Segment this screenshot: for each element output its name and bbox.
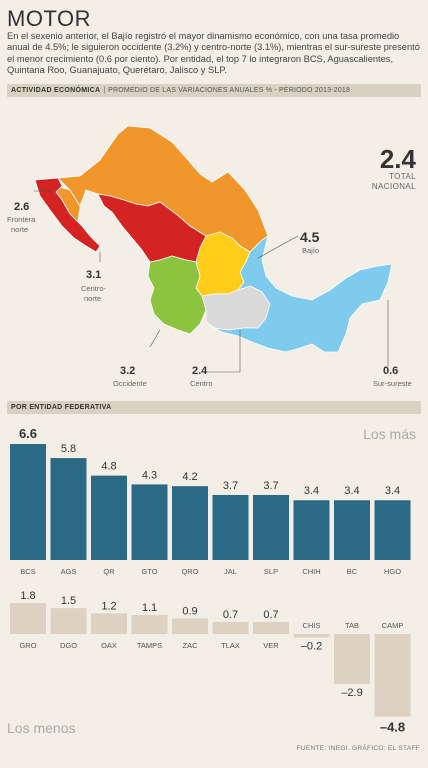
total-nacional-label-line2: NACIONAL — [371, 182, 416, 191]
map-region-occidente — [147, 255, 207, 335]
top-category-label: JAL — [224, 567, 237, 576]
bottom-bar-value-label: 1.2 — [101, 600, 116, 612]
bottom-bar-tab — [334, 634, 370, 684]
top-bar-value-label: 3.4 — [304, 485, 319, 497]
top-bar-slp — [253, 494, 289, 560]
top-bar-qr — [91, 475, 127, 560]
top-bar-value-label: 3.4 — [344, 485, 359, 497]
bottom-category-label: ZAC — [183, 641, 199, 650]
bottom-category-label: TAB — [345, 621, 359, 630]
top-bar-chih — [293, 500, 330, 560]
map-section-subtitle: PROMEDIO DE LAS VARIACIONES ANUALES % - … — [108, 87, 351, 94]
top-category-label: QRO — [181, 567, 198, 576]
top-bar-jal — [212, 494, 249, 560]
region-value-frontera-norte: 2.6 — [14, 201, 29, 213]
leader-occidente — [149, 329, 161, 348]
region-name-occidente: Occidente — [113, 379, 147, 388]
bottom-category-label: TLAX — [221, 641, 240, 650]
total-nacional-label: TOTAL NACIONAL — [336, 172, 416, 192]
total-nacional-label-line1: TOTAL — [388, 172, 416, 181]
chart-section-header: POR ENTIDAD FEDERATIVA — [7, 401, 421, 414]
bottom-category-label: VER — [263, 641, 279, 650]
bottom-bar-value-label: 1.5 — [61, 595, 76, 607]
total-nacional-value: 2.4 — [379, 144, 416, 174]
region-name-centro: Centro — [190, 379, 213, 388]
region-name-frontera-norte-2: norte — [11, 225, 28, 234]
region-value-occidente: 3.2 — [120, 365, 135, 377]
bottom-bar-zac — [172, 618, 208, 634]
top-chart-title: Los más — [363, 426, 416, 442]
top-bar-bcs — [10, 444, 46, 560]
bottom-bar-chis — [293, 634, 330, 638]
region-name-frontera-norte-1: Frontera — [7, 215, 36, 224]
bottom-category-label: GRO — [19, 641, 36, 650]
top-bar-value-label: 4.2 — [182, 471, 197, 483]
top-bar-gto — [131, 484, 168, 560]
bottom-bar-oax — [91, 613, 127, 634]
region-value-centro: 2.4 — [192, 365, 208, 377]
bottom-bar-value-label: 0.7 — [263, 609, 278, 621]
bottom-category-label: CHIS — [303, 621, 321, 630]
top-bar-hgo — [374, 500, 411, 560]
top-bar-value-label: 4.8 — [101, 461, 116, 473]
bottom-bar-value-label: –0.2 — [301, 640, 322, 652]
page-title: MOTOR — [7, 6, 91, 31]
bottom-bar-value-label: –4.8 — [380, 720, 405, 735]
top-category-label: CHIH — [302, 567, 320, 576]
region-name-centro-norte-2: norte — [84, 294, 101, 303]
bottom-bar-tlax — [212, 621, 249, 634]
top-category-label: BCS — [20, 567, 35, 576]
top-bar-ags — [50, 458, 87, 560]
source-credit: FUENTE: INEGI. GRÁFICO: EL STAFF — [296, 745, 420, 752]
top-bar-value-label: 3.7 — [263, 480, 278, 492]
map-section-header: ACTIVIDAD ECONÓMICA | PROMEDIO DE LAS VARI… — [7, 84, 421, 97]
bottom-bar-ver — [253, 621, 289, 634]
bottom-bar-tamps — [131, 615, 168, 634]
leader-centro — [204, 330, 241, 373]
leader-bajio — [257, 235, 299, 259]
bottom-bar-value-label: 1.1 — [142, 602, 157, 614]
map-region-sur-sureste — [213, 235, 393, 353]
bottom-bar-value-label: –2.9 — [341, 687, 362, 699]
bottom-category-label: TAMPS — [137, 641, 162, 650]
top-bar-value-label: 3.7 — [223, 480, 238, 492]
region-value-sur-sureste: 0.6 — [383, 365, 398, 377]
bottom-chart-title: Los menos — [7, 720, 76, 736]
top-category-label: BC — [347, 567, 358, 576]
map-section-title: ACTIVIDAD ECONÓMICA — [11, 87, 101, 94]
region-name-bajio: Bajío — [302, 246, 319, 255]
bottom-bar-value-label: 1.8 — [20, 590, 35, 602]
bottom-bar-dgo — [50, 608, 87, 634]
bottom-bar-gro — [10, 603, 46, 634]
top-bar-value-label: 3.4 — [385, 485, 400, 497]
bottom-category-label: DGO — [60, 641, 77, 650]
top-category-label: SLP — [264, 567, 278, 576]
bottom-bar-camp — [374, 634, 411, 717]
top-category-label: HGO — [384, 567, 401, 576]
mexico-regions-map: 2.6 Frontera norte 3.1 Centro- norte 4.5… — [7, 125, 412, 388]
region-name-centro-norte-1: Centro- — [81, 284, 107, 293]
bottom-category-label: CAMP — [382, 621, 404, 630]
top-category-label: QR — [103, 567, 115, 576]
bottom-bar-value-label: 0.9 — [182, 606, 197, 618]
bottom-bar-value-label: 0.7 — [223, 609, 238, 621]
map-section-separator: | — [103, 87, 106, 94]
bottom-category-label: OAX — [101, 641, 117, 650]
top-bar-value-label: 6.6 — [19, 426, 37, 441]
top-bar-qro — [172, 486, 208, 560]
top-category-label: GTO — [141, 567, 157, 576]
intro-paragraph: En el sexenio anterior, el Bajío registr… — [7, 31, 420, 75]
top-bar-bc — [334, 500, 370, 560]
region-value-bajio: 4.5 — [300, 229, 320, 245]
top-category-label: AGS — [61, 567, 77, 576]
chart-section-title: POR ENTIDAD FEDERATIVA — [11, 404, 112, 411]
region-name-sur-sureste: Sur-sureste — [373, 379, 412, 388]
map-region-baja-south — [34, 177, 101, 253]
top-bar-value-label: 5.8 — [61, 443, 76, 455]
top-bar-value-label: 4.3 — [142, 469, 157, 481]
region-value-centro-norte: 3.1 — [86, 269, 101, 281]
